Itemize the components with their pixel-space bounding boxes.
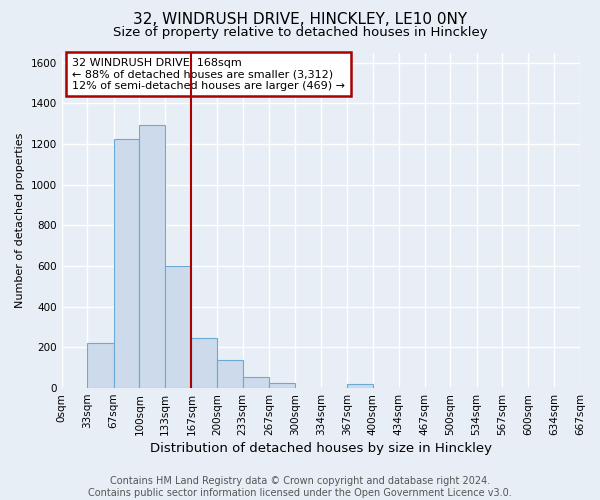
Text: Contains HM Land Registry data © Crown copyright and database right 2024.
Contai: Contains HM Land Registry data © Crown c…	[88, 476, 512, 498]
Text: 32 WINDRUSH DRIVE: 168sqm
← 88% of detached houses are smaller (3,312)
12% of se: 32 WINDRUSH DRIVE: 168sqm ← 88% of detac…	[72, 58, 345, 90]
Bar	[191, 338, 217, 388]
Text: 32, WINDRUSH DRIVE, HINCKLEY, LE10 0NY: 32, WINDRUSH DRIVE, HINCKLEY, LE10 0NY	[133, 12, 467, 28]
Text: Size of property relative to detached houses in Hinckley: Size of property relative to detached ho…	[113, 26, 487, 39]
Bar	[114, 139, 139, 388]
X-axis label: Distribution of detached houses by size in Hinckley: Distribution of detached houses by size …	[150, 442, 492, 455]
Bar	[88, 344, 114, 388]
Bar	[217, 360, 243, 388]
Bar	[139, 124, 165, 388]
Bar	[165, 266, 191, 388]
Bar	[243, 377, 269, 388]
Bar	[269, 383, 295, 388]
Bar	[347, 384, 373, 388]
Y-axis label: Number of detached properties: Number of detached properties	[15, 132, 25, 308]
